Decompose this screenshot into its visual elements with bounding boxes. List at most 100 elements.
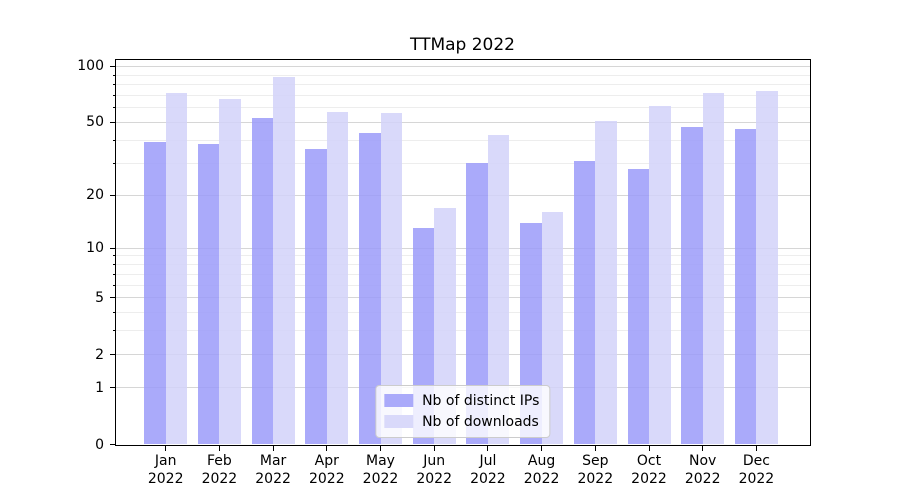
- y-tick-label: 20: [86, 187, 104, 204]
- x-tick-label: Oct 2022: [631, 453, 667, 487]
- y-axis-minor-tick: [112, 264, 116, 266]
- x-axis-tick: [755, 445, 757, 451]
- minor-gridline: [115, 284, 810, 286]
- legend-label-distinct-ips: Nb of distinct IPs: [422, 392, 540, 409]
- y-axis-minor-tick: [112, 139, 116, 141]
- bar-distinct-ips-oct: [627, 168, 649, 445]
- bar-distinct-ips-nov: [681, 127, 703, 445]
- bar-downloads-oct: [649, 106, 671, 445]
- major-gridline: [115, 121, 810, 123]
- x-axis-tick: [433, 445, 435, 451]
- x-tick-label: Sep 2022: [577, 453, 614, 487]
- y-tick-label: 0: [95, 436, 104, 453]
- y-tick-label: 1: [95, 379, 104, 396]
- bar-downloads-dec: [756, 90, 778, 445]
- y-axis-minor-tick: [112, 74, 116, 76]
- bar-downloads-may: [380, 113, 402, 445]
- bar-distinct-ips-sep: [573, 160, 596, 445]
- minor-gridline: [115, 139, 810, 141]
- bar-downloads-apr: [326, 111, 349, 445]
- bar-distinct-ips-may: [359, 132, 381, 445]
- x-tick-label: Mar 2022: [255, 453, 291, 487]
- bar-distinct-ips-jan: [144, 142, 166, 445]
- legend: Nb of distinct IPs Nb of downloads: [375, 384, 551, 438]
- minor-gridline: [115, 330, 810, 332]
- y-axis-tick: [110, 247, 115, 249]
- chart-title: TTMap 2022: [409, 35, 515, 55]
- y-tick-label: 10: [86, 240, 104, 257]
- y-axis-tick: [110, 194, 115, 196]
- legend-item-downloads: Nb of downloads: [384, 414, 539, 430]
- y-axis-minor-tick: [112, 84, 116, 86]
- x-tick-label: Aug 2022: [523, 453, 560, 487]
- major-gridline: [115, 354, 810, 355]
- bar-distinct-ips-jul: [466, 163, 488, 445]
- legend-swatch-downloads: [384, 414, 414, 429]
- bar-distinct-ips-mar: [251, 117, 274, 445]
- minor-gridline: [115, 273, 810, 275]
- minor-gridline: [115, 264, 810, 266]
- y-axis-tick: [110, 387, 115, 389]
- x-tick-label: Jan 2022: [147, 453, 184, 487]
- y-axis-minor-tick: [112, 107, 116, 109]
- x-axis-tick: [702, 445, 704, 451]
- minor-gridline: [115, 74, 810, 76]
- x-axis-tick: [487, 445, 489, 451]
- x-tick-label: Jun 2022: [416, 453, 452, 487]
- y-axis-minor-tick: [112, 273, 116, 275]
- x-axis-tick: [594, 445, 596, 451]
- x-tick-label: Nov 2022: [684, 453, 721, 487]
- bar-distinct-ips-feb: [197, 144, 220, 445]
- minor-gridline: [115, 312, 810, 314]
- major-gridline: [115, 247, 810, 249]
- bar-downloads-sep: [595, 120, 617, 445]
- bar-distinct-ips-dec: [734, 129, 757, 445]
- minor-gridline: [115, 255, 810, 257]
- bar-distinct-ips-apr: [305, 148, 327, 445]
- y-axis-tick: [110, 354, 115, 355]
- bar-downloads-mar: [273, 76, 295, 445]
- legend-item-distinct-ips: Nb of distinct IPs: [384, 393, 539, 409]
- y-tick-label: 2: [95, 346, 104, 363]
- x-axis-tick: [648, 445, 650, 451]
- y-axis-minor-tick: [112, 312, 116, 314]
- y-tick-label: 50: [86, 114, 104, 131]
- y-tick-label: 5: [95, 289, 104, 306]
- y-axis-tick: [110, 65, 115, 67]
- major-gridline: [115, 297, 810, 299]
- y-axis-tick: [110, 444, 115, 445]
- x-axis-tick: [541, 445, 543, 451]
- x-tick-label: Dec 2022: [738, 453, 775, 487]
- minor-gridline: [115, 94, 810, 96]
- bar-downloads-jan: [165, 93, 188, 445]
- x-axis-tick: [218, 445, 220, 451]
- x-axis-tick: [165, 445, 167, 451]
- minor-gridline: [115, 107, 810, 109]
- plot-area: Nb of distinct IPs Nb of downloads: [114, 59, 811, 446]
- x-tick-label: Feb 2022: [201, 453, 238, 487]
- y-axis-minor-tick: [112, 330, 116, 332]
- x-tick-label: May 2022: [362, 453, 399, 487]
- x-axis-tick: [380, 445, 381, 451]
- legend-swatch-distinct-ips: [384, 393, 414, 408]
- y-axis-minor-tick: [112, 284, 116, 286]
- x-axis-tick: [272, 445, 274, 451]
- legend-label-downloads: Nb of downloads: [422, 413, 539, 430]
- bar-downloads-jul: [487, 134, 510, 445]
- y-axis-tick: [110, 297, 115, 299]
- bar-downloads-feb: [219, 98, 241, 445]
- y-axis-minor-tick: [112, 94, 116, 96]
- bar-downloads-nov: [702, 93, 725, 445]
- major-gridline: [115, 65, 810, 67]
- minor-gridline: [115, 162, 810, 164]
- x-tick-label: Jul 2022: [470, 453, 506, 487]
- y-axis-tick: [110, 121, 115, 123]
- x-tick-label: Apr 2022: [308, 453, 345, 487]
- minor-gridline: [115, 84, 810, 86]
- major-gridline: [115, 194, 810, 196]
- y-tick-label: 100: [77, 58, 104, 75]
- y-axis-minor-tick: [112, 162, 116, 164]
- y-axis-minor-tick: [112, 255, 116, 257]
